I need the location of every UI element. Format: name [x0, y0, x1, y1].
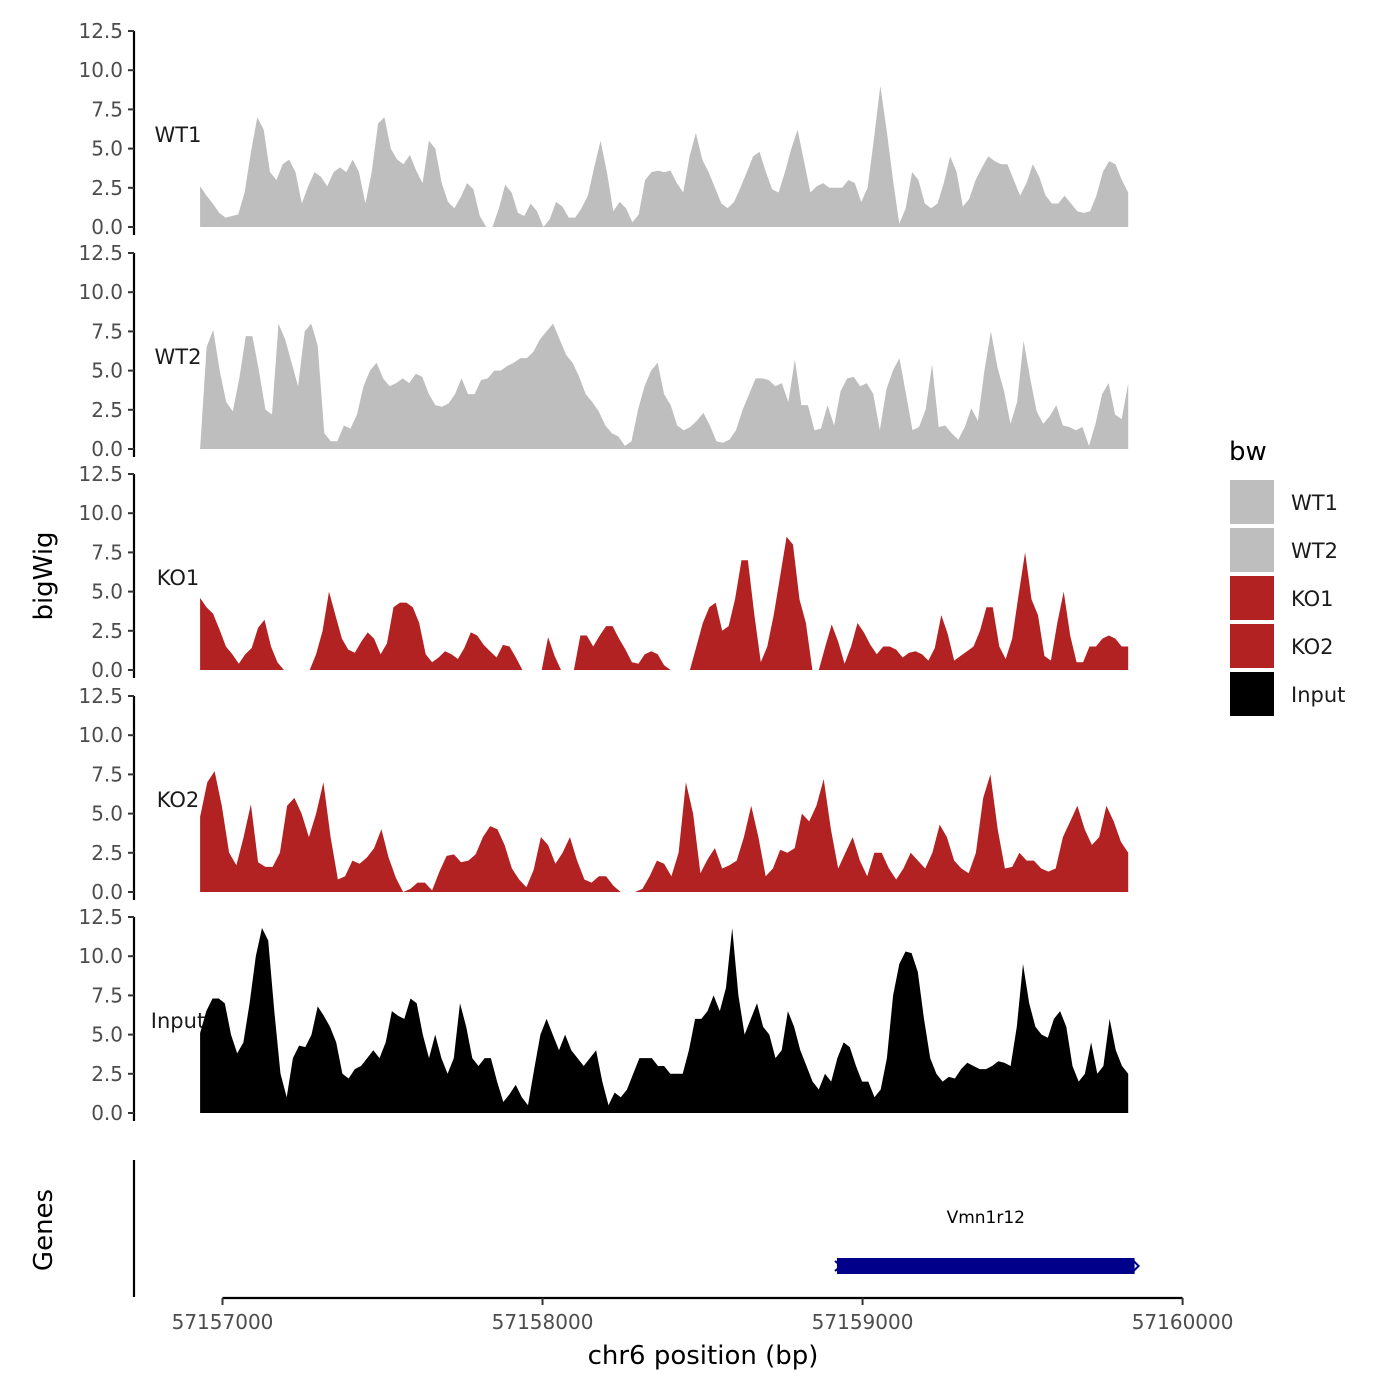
signal-area-input — [200, 928, 1129, 1113]
legend-swatch-ko1 — [1230, 576, 1274, 620]
y-tick-label: 7.5 — [91, 540, 123, 564]
legend-swatch-wt2 — [1230, 528, 1274, 572]
y-tick-label: 10.0 — [78, 280, 123, 304]
legend-swatch-wt1 — [1230, 480, 1274, 524]
y-tick-label: 10.0 — [78, 58, 123, 82]
y-tick-label: 2.5 — [91, 841, 123, 865]
gene-track: Vmn1r12 — [132, 1160, 1141, 1297]
track-wt1: 0.0 2.5 5.0 7.5 10.0 12.5 WT1 — [78, 19, 1129, 239]
x-axis: 57157000 57158000 57159000 57160000 — [172, 1296, 1234, 1334]
y-tick-label: 2.5 — [91, 398, 123, 422]
y-tick-label: 12.5 — [78, 19, 123, 43]
y-tick-label: 7.5 — [91, 762, 123, 786]
y-tick-label: 12.5 — [78, 241, 123, 265]
legend-swatch-input — [1230, 672, 1274, 716]
track-label: KO1 — [157, 566, 200, 590]
legend-label-ko1: KO1 — [1291, 587, 1334, 611]
y-tick-label: 0.0 — [91, 880, 123, 904]
genes-axis-title: Genes — [29, 1189, 59, 1271]
track-wt2: 0.0 2.5 5.0 7.5 10.0 12.5 WT2 — [78, 241, 1129, 461]
y-tick-label: 7.5 — [91, 983, 123, 1007]
track-label: Input — [151, 1009, 205, 1033]
y-tick-label: 0.0 — [91, 215, 123, 239]
y-tick-label: 10.0 — [78, 723, 123, 747]
y-tick-label: 10.0 — [78, 501, 123, 525]
y-tick-label: 0.0 — [91, 437, 123, 461]
gene-body — [836, 1258, 1135, 1274]
y-tick-label: 7.5 — [91, 97, 123, 121]
legend-label-input: Input — [1291, 683, 1345, 707]
y-tick-label: 5.0 — [91, 1023, 123, 1047]
strand-arrow — [834, 1260, 843, 1272]
track-input: 0.0 2.5 5.0 7.5 10.0 12.5 Input — [78, 905, 1129, 1125]
legend-label-wt1: WT1 — [1291, 491, 1338, 515]
signal-area-wt2 — [200, 323, 1129, 449]
signal-area-ko1 — [200, 536, 1129, 670]
x-tick-label: 57159000 — [812, 1310, 914, 1334]
strand-arrow — [1132, 1260, 1141, 1272]
signal-area-wt1 — [200, 85, 1129, 228]
legend-label-ko2: KO2 — [1291, 635, 1334, 659]
y-tick-label: 5.0 — [91, 137, 123, 161]
legend-swatch-ko2 — [1230, 624, 1274, 668]
track-ko1: 0.0 2.5 5.0 7.5 10.0 12.5 KO1 — [78, 462, 1129, 682]
y-tick-label: 5.0 — [91, 359, 123, 383]
x-tick-label: 57158000 — [492, 1310, 594, 1334]
y-tick-label: 5.0 — [91, 580, 123, 604]
y-tick-label: 5.0 — [91, 802, 123, 826]
y-tick-label: 10.0 — [78, 944, 123, 968]
y-tick-label: 2.5 — [91, 619, 123, 643]
y-tick-label: 12.5 — [78, 905, 123, 929]
track-label: WT2 — [155, 345, 202, 369]
tracks-layer: 0.0 2.5 5.0 7.5 10.0 12.5 WT1 0.0 2.5 5.0 7.5 10.0 1… — [78, 19, 1129, 1125]
y-axis-title: bigWig — [29, 531, 59, 620]
legend-label-wt2: WT2 — [1291, 539, 1338, 563]
y-tick-label: 2.5 — [91, 176, 123, 200]
track-ko2: 0.0 2.5 5.0 7.5 10.0 12.5 KO2 — [78, 684, 1129, 904]
y-tick-label: 0.0 — [91, 1101, 123, 1125]
signal-area-ko2 — [200, 771, 1129, 892]
y-tick-label: 12.5 — [78, 684, 123, 708]
y-tick-label: 2.5 — [91, 1062, 123, 1086]
x-tick-label: 57157000 — [172, 1310, 274, 1334]
track-label: WT1 — [155, 123, 202, 147]
y-tick-label: 12.5 — [78, 462, 123, 486]
x-tick-label: 57160000 — [1132, 1310, 1234, 1334]
y-tick-label: 7.5 — [91, 319, 123, 343]
x-axis-title: chr6 position (bp) — [588, 1341, 819, 1371]
track-label: KO2 — [157, 788, 200, 812]
legend: bw WT1 WT2 KO1 KO2 Input — [1229, 437, 1345, 716]
y-tick-label: 0.0 — [91, 658, 123, 682]
gene-label: Vmn1r12 — [947, 1208, 1025, 1228]
legend-title: bw — [1229, 437, 1267, 467]
